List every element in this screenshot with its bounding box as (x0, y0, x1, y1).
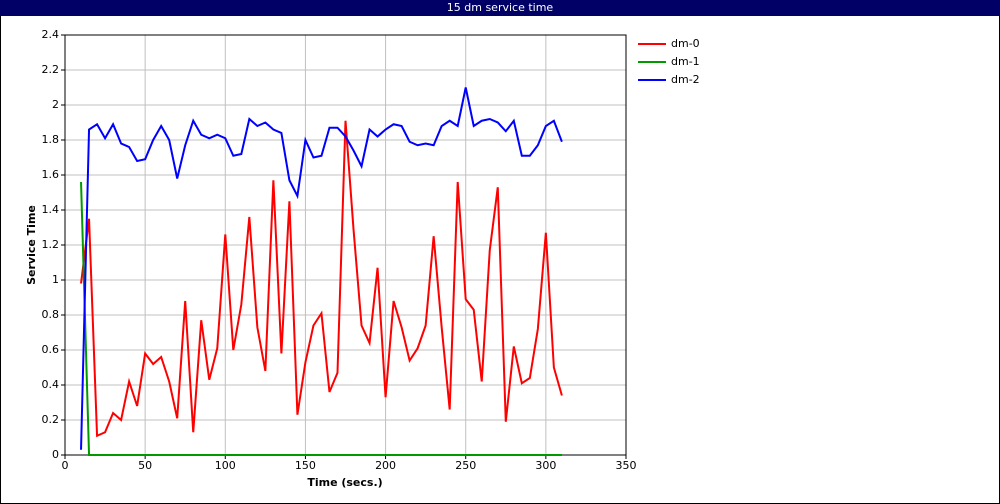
y-tick-label: 0.4 (42, 378, 60, 391)
legend-label: dm-2 (671, 73, 700, 86)
y-tick-label: 2 (52, 98, 59, 111)
y-tick-label: 1.6 (42, 168, 60, 181)
series-line (80, 120, 563, 438)
x-tick-label: 50 (138, 459, 152, 472)
x-axis-label: Time (secs.) (307, 476, 382, 489)
y-tick-label: 1.2 (42, 238, 60, 251)
x-tick-label: 200 (375, 459, 396, 472)
x-tick-label: 250 (455, 459, 476, 472)
x-tick-label: 350 (616, 459, 637, 472)
legend-label: dm-0 (671, 37, 700, 50)
y-tick-label: 1 (52, 273, 59, 286)
x-tick-label: 0 (62, 459, 69, 472)
series-line (80, 87, 563, 450)
y-tick-label: 0 (52, 448, 59, 461)
x-tick-label: 100 (215, 459, 236, 472)
y-tick-label: 2.2 (42, 63, 60, 76)
legend-label: dm-1 (671, 55, 700, 68)
chart-title: 15 dm service time (447, 1, 554, 14)
y-tick-label: 0.2 (42, 413, 60, 426)
y-tick-label: 1.4 (42, 203, 60, 216)
y-tick-label: 2.4 (42, 28, 60, 41)
series-line (80, 181, 562, 456)
x-tick-label: 300 (535, 459, 556, 472)
y-tick-label: 0.8 (42, 308, 60, 321)
x-tick-label: 150 (295, 459, 316, 472)
y-axis-label: Service Time (25, 205, 38, 285)
y-tick-label: 1.8 (42, 133, 60, 146)
y-tick-label: 0.6 (42, 343, 60, 356)
title-bar (0, 0, 1000, 16)
